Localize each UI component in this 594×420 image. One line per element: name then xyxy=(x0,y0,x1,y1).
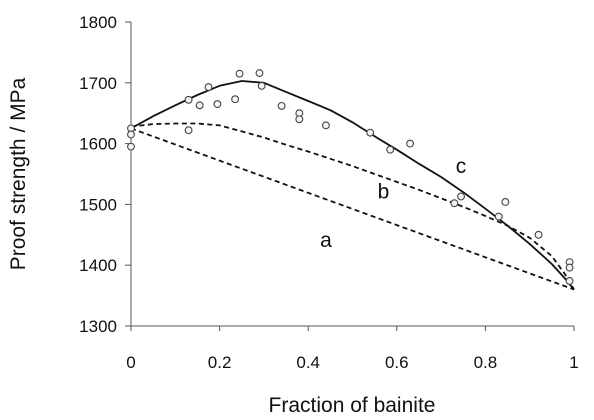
y-axis: 1300 1400 1500 1600 1700 1800 xyxy=(79,13,132,336)
y-axis-title: Proof strength / MPa xyxy=(7,77,30,270)
curve-labels: c b a xyxy=(320,155,466,252)
data-point-marker xyxy=(231,95,240,104)
data-point-marker xyxy=(565,277,574,285)
y-tick-label: 1300 xyxy=(79,317,117,336)
data-point-marker xyxy=(494,212,503,221)
data-points xyxy=(127,69,574,285)
x-axis-title: Fraction of bainite xyxy=(269,394,436,417)
data-point-marker xyxy=(257,81,266,90)
data-point-marker xyxy=(386,145,395,154)
curve-label-b: b xyxy=(378,180,390,203)
data-point-marker xyxy=(366,128,375,137)
curve-label-a: a xyxy=(320,229,332,252)
x-tick-label: 0 xyxy=(126,353,135,372)
data-point-marker xyxy=(406,139,415,148)
y-ticks: 1300 1400 1500 1600 1700 1800 xyxy=(79,13,131,336)
data-point-marker xyxy=(457,192,465,201)
data-point-marker xyxy=(195,101,204,110)
curves xyxy=(130,80,575,291)
curve-b-line xyxy=(130,122,575,290)
x-tick-label: 0.8 xyxy=(474,353,498,372)
curve-c-line xyxy=(130,80,575,291)
data-point-marker xyxy=(127,142,135,151)
data-point-marker xyxy=(450,199,459,208)
x-tick-label: 1 xyxy=(569,353,578,372)
y-tick-label: 1800 xyxy=(79,13,117,32)
x-tick-label: 0.2 xyxy=(208,353,232,372)
x-axis: 0 0.2 0.4 0.6 0.8 1 xyxy=(126,325,579,372)
data-point-marker xyxy=(321,121,330,130)
data-point-marker xyxy=(534,230,543,239)
data-point-marker xyxy=(277,101,286,110)
data-point-marker xyxy=(213,100,222,109)
x-ticks: 0 0.2 0.4 0.6 0.8 1 xyxy=(126,326,579,372)
curve-a-line xyxy=(130,127,575,291)
data-point-marker xyxy=(255,69,264,78)
data-point-marker xyxy=(184,126,193,135)
data-point-marker xyxy=(235,69,244,78)
curve-label-c: c xyxy=(456,155,467,178)
data-point-marker xyxy=(501,198,510,206)
data-point-marker xyxy=(127,130,135,139)
data-point-marker xyxy=(295,115,304,124)
x-tick-label: 0.6 xyxy=(385,353,409,372)
y-tick-label: 1400 xyxy=(79,256,117,275)
data-point-marker xyxy=(204,83,213,92)
data-point-marker xyxy=(184,95,193,104)
y-tick-label: 1600 xyxy=(79,135,117,154)
y-tick-label: 1500 xyxy=(79,195,117,214)
y-tick-label: 1700 xyxy=(79,74,117,93)
data-point-marker xyxy=(565,263,574,272)
x-tick-label: 0.4 xyxy=(296,353,320,372)
